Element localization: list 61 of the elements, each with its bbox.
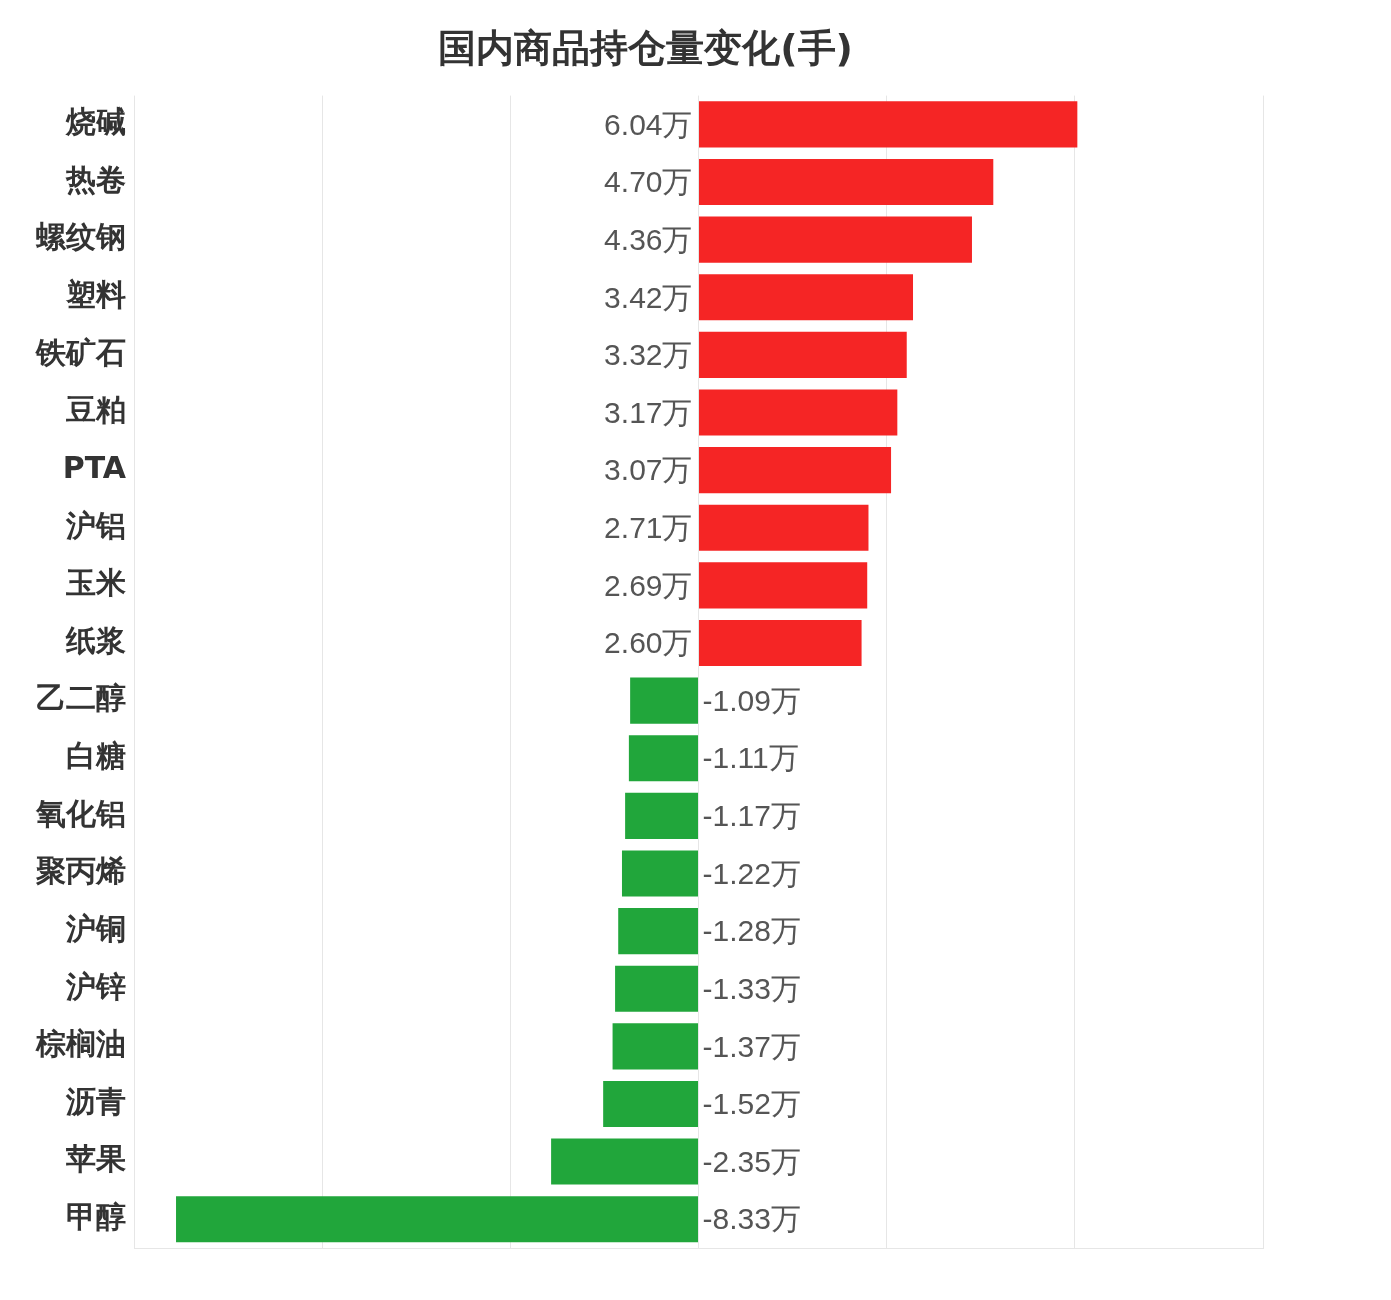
bar [699,274,914,321]
y-tick-label: 豆粕 [65,392,126,428]
bar [699,216,972,263]
bar [699,619,862,667]
data-label: -1.33万 [702,971,801,1005]
y-tick-label: 聚丙烯 [35,853,126,889]
y-tick-label: 苹果 [65,1141,126,1177]
y-tick-label: 热卷 [65,161,126,197]
y-tick-label: 铁矿石 [35,334,126,370]
y-tick-label: 棕榈油 [35,1026,126,1062]
y-tick-label: PTA [62,449,127,485]
bar [615,965,698,1012]
bar [176,1196,698,1243]
bar [625,792,698,839]
bar [628,735,698,782]
data-label: 2.60万 [604,626,693,660]
y-tick-label: 沥青 [65,1083,126,1119]
y-tick-label: 沪铝 [65,507,126,543]
y-tick-label: 塑料 [65,277,126,313]
y-tick-label: 氧化铝 [35,795,126,831]
bar [618,908,698,955]
data-label: -1.09万 [702,683,801,717]
data-label: 6.04万 [604,107,693,141]
bar [621,850,698,897]
data-label: 2.69万 [604,568,693,602]
data-label: 3.32万 [604,338,693,372]
y-tick-label: 纸浆 [65,622,126,658]
bar [699,562,868,609]
data-label: -1.11万 [702,741,799,775]
bar [699,101,1078,148]
y-tick-label: 白糖 [66,738,126,774]
y-tick-label: 烧碱 [65,104,126,140]
y-tick-label: 甲醇 [66,1198,126,1234]
data-label: -1.37万 [702,1029,801,1063]
data-label: 4.70万 [604,165,693,199]
data-label: -1.22万 [702,856,801,890]
bar [699,447,892,494]
bar [612,1023,698,1070]
y-tick-label: 乙二醇 [36,680,126,716]
chart-title: 国内商品持仓量变化(手) [438,25,853,70]
data-label: 3.17万 [604,395,693,429]
y-tick-label: 螺纹钢 [35,219,126,255]
data-label: 3.07万 [604,453,693,487]
data-label: -1.28万 [702,914,801,948]
y-tick-label: 沪锌 [65,968,126,1004]
y-tick-label: 沪铜 [65,910,126,946]
data-label: 4.36万 [604,222,693,256]
bar [699,158,994,206]
data-label: -8.33万 [702,1202,801,1236]
data-label: -2.35万 [702,1144,801,1178]
bar [630,677,698,724]
data-label: -1.52万 [702,1087,801,1121]
data-label: 3.42万 [604,280,693,314]
bar [699,331,907,378]
bar [699,504,869,551]
data-label: 2.71万 [604,511,693,545]
data-label: -1.17万 [702,799,801,833]
bar [551,1138,698,1185]
bar [699,389,898,436]
bar [603,1080,698,1127]
y-tick-label: 玉米 [65,565,126,601]
